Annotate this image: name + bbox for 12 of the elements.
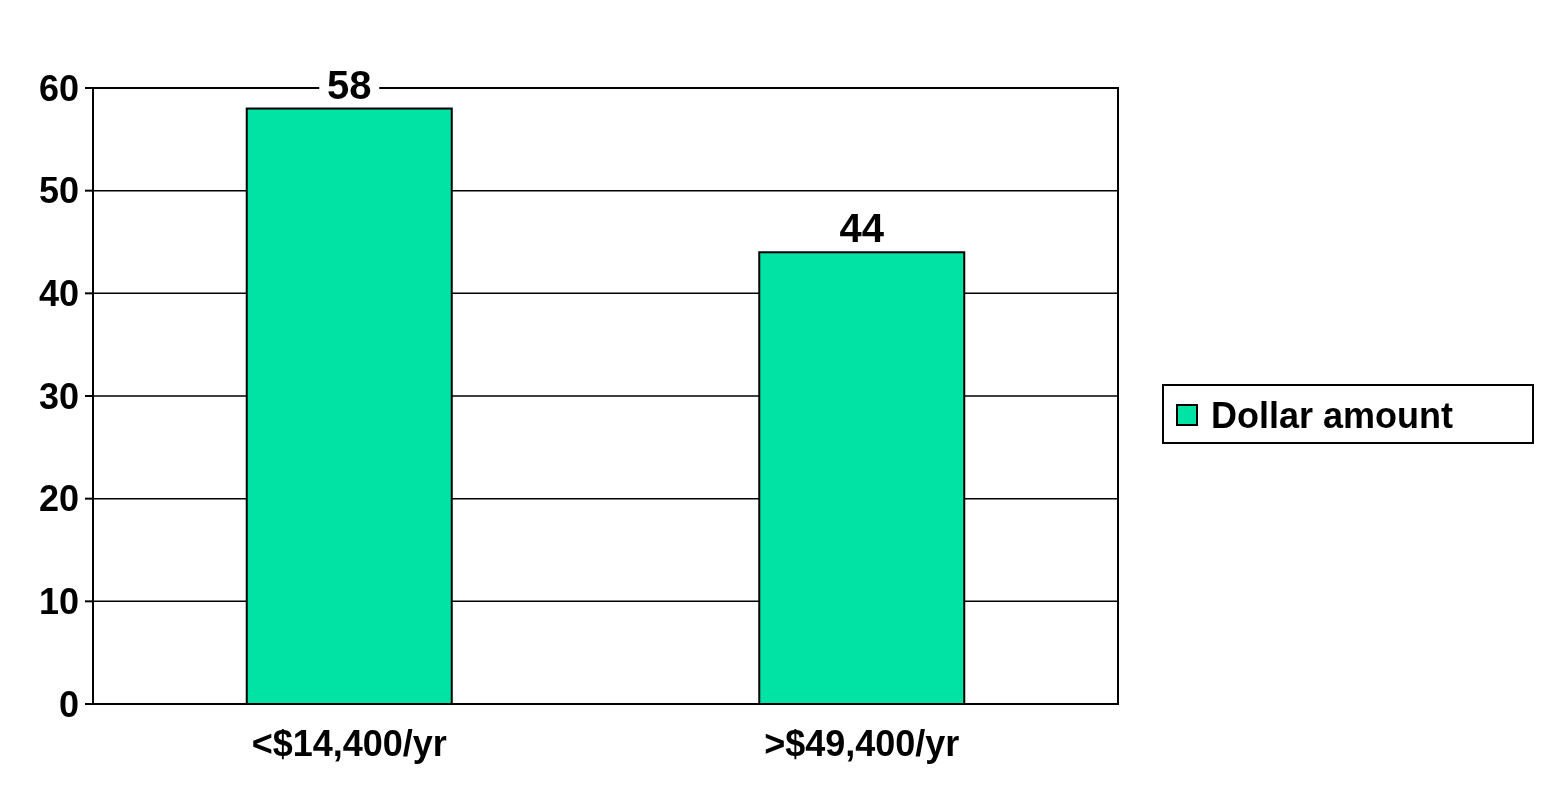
data-label: 44 [839,206,885,251]
x-tick-label: >$49,400/yr [764,723,960,764]
y-tick-label: 30 [38,375,79,417]
y-tick-label: 10 [38,580,79,622]
y-tick-label: 40 [38,272,79,314]
y-tick-label: 20 [38,478,79,520]
y-tick-label: 60 [38,67,79,109]
data-label: 58 [327,62,372,107]
x-tick-label: <$14,400/yr [251,723,447,764]
y-tick-label: 50 [38,170,79,212]
y-tick-label: 0 [58,683,79,725]
legend-label: Dollar amount [1211,394,1454,436]
